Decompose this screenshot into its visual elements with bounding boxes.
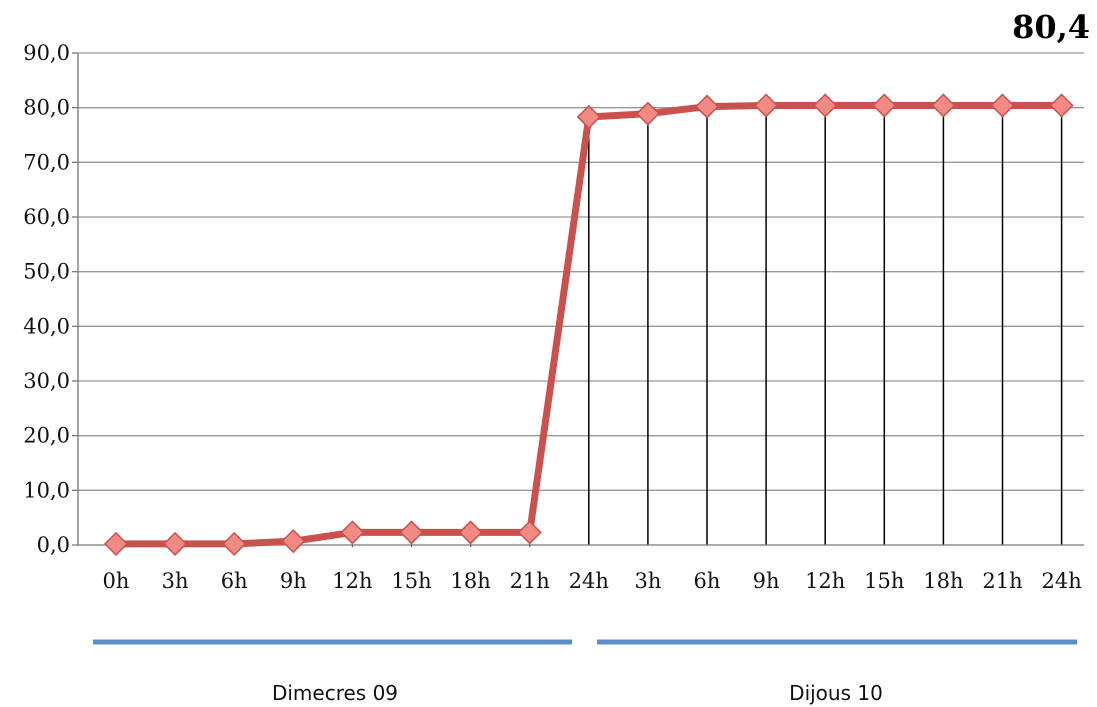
data-point-marker (754, 93, 779, 118)
data-point-marker (694, 94, 720, 119)
x-tick-label: 21h (510, 569, 550, 593)
data-point-marker (635, 101, 660, 126)
y-tick-label: 30,0 (23, 369, 70, 393)
x-tick-label: 15h (391, 569, 431, 593)
y-tick-label: 70,0 (23, 150, 70, 174)
x-tick-label: 21h (982, 569, 1022, 593)
data-point-marker (103, 531, 129, 556)
x-tick-label: 9h (753, 569, 780, 593)
highlight-value: 80,4 (1012, 8, 1090, 46)
data-point-marker (576, 104, 601, 130)
x-tick-label: 15h (864, 569, 904, 593)
x-tick-label: 24h (1041, 569, 1081, 593)
group-label-dijous: Dijous 10 (789, 681, 883, 705)
y-tick-label: 40,0 (23, 314, 70, 338)
x-tick-label: 6h (221, 569, 248, 593)
x-tick-label: 3h (634, 569, 661, 593)
data-point-marker (281, 529, 306, 554)
x-tick-label: 0h (103, 569, 130, 593)
grid-lines (78, 52, 1084, 491)
y-tick-label: 20,0 (23, 424, 70, 448)
x-tick-label: 24h (569, 569, 609, 593)
data-point-marker (813, 93, 838, 118)
y-tick-label: 0,0 (37, 533, 70, 557)
data-point-marker (458, 520, 483, 545)
x-tick-label: 18h (923, 569, 963, 593)
y-tick-label: 90,0 (23, 41, 70, 65)
data-point-marker (990, 93, 1015, 118)
data-point-marker (517, 520, 542, 545)
y-tick-label: 10,0 (23, 478, 70, 502)
x-tick-label: 3h (162, 569, 189, 593)
data-point-marker (340, 520, 365, 545)
x-tick-label: 12h (805, 569, 845, 593)
x-tick-label: 6h (694, 569, 721, 593)
x-tick-label: 12h (332, 569, 372, 593)
y-tick-labels: 0,0 10,0 20,0 30,0 40,0 50,0 60,0 70,0 80,0 90,0 (23, 41, 70, 557)
data-point-marker (931, 93, 956, 118)
markers (103, 93, 1074, 556)
y-tick-label: 80,0 (23, 96, 70, 120)
x-groups: Dimecres 09 Dijous 10 (93, 639, 1077, 705)
x-tick-label: 18h (450, 569, 490, 593)
data-point-marker (872, 93, 897, 118)
data-point-marker (163, 531, 188, 556)
data-point-marker (222, 531, 247, 556)
x-tick-labels: 0h 3h 6h 9h 12h 15h 18h 21h 24h 3h 6h 9h 12h 15h 18h 21… (103, 569, 1082, 593)
axes (72, 52, 1084, 546)
y-tick-label: 60,0 (23, 205, 70, 229)
data-point-marker (1049, 93, 1074, 118)
y-tick-label: 50,0 (23, 260, 70, 284)
group-label-dimecres: Dimecres 09 (272, 681, 398, 705)
x-tick-label: 9h (280, 569, 307, 593)
data-point-marker (399, 520, 424, 545)
